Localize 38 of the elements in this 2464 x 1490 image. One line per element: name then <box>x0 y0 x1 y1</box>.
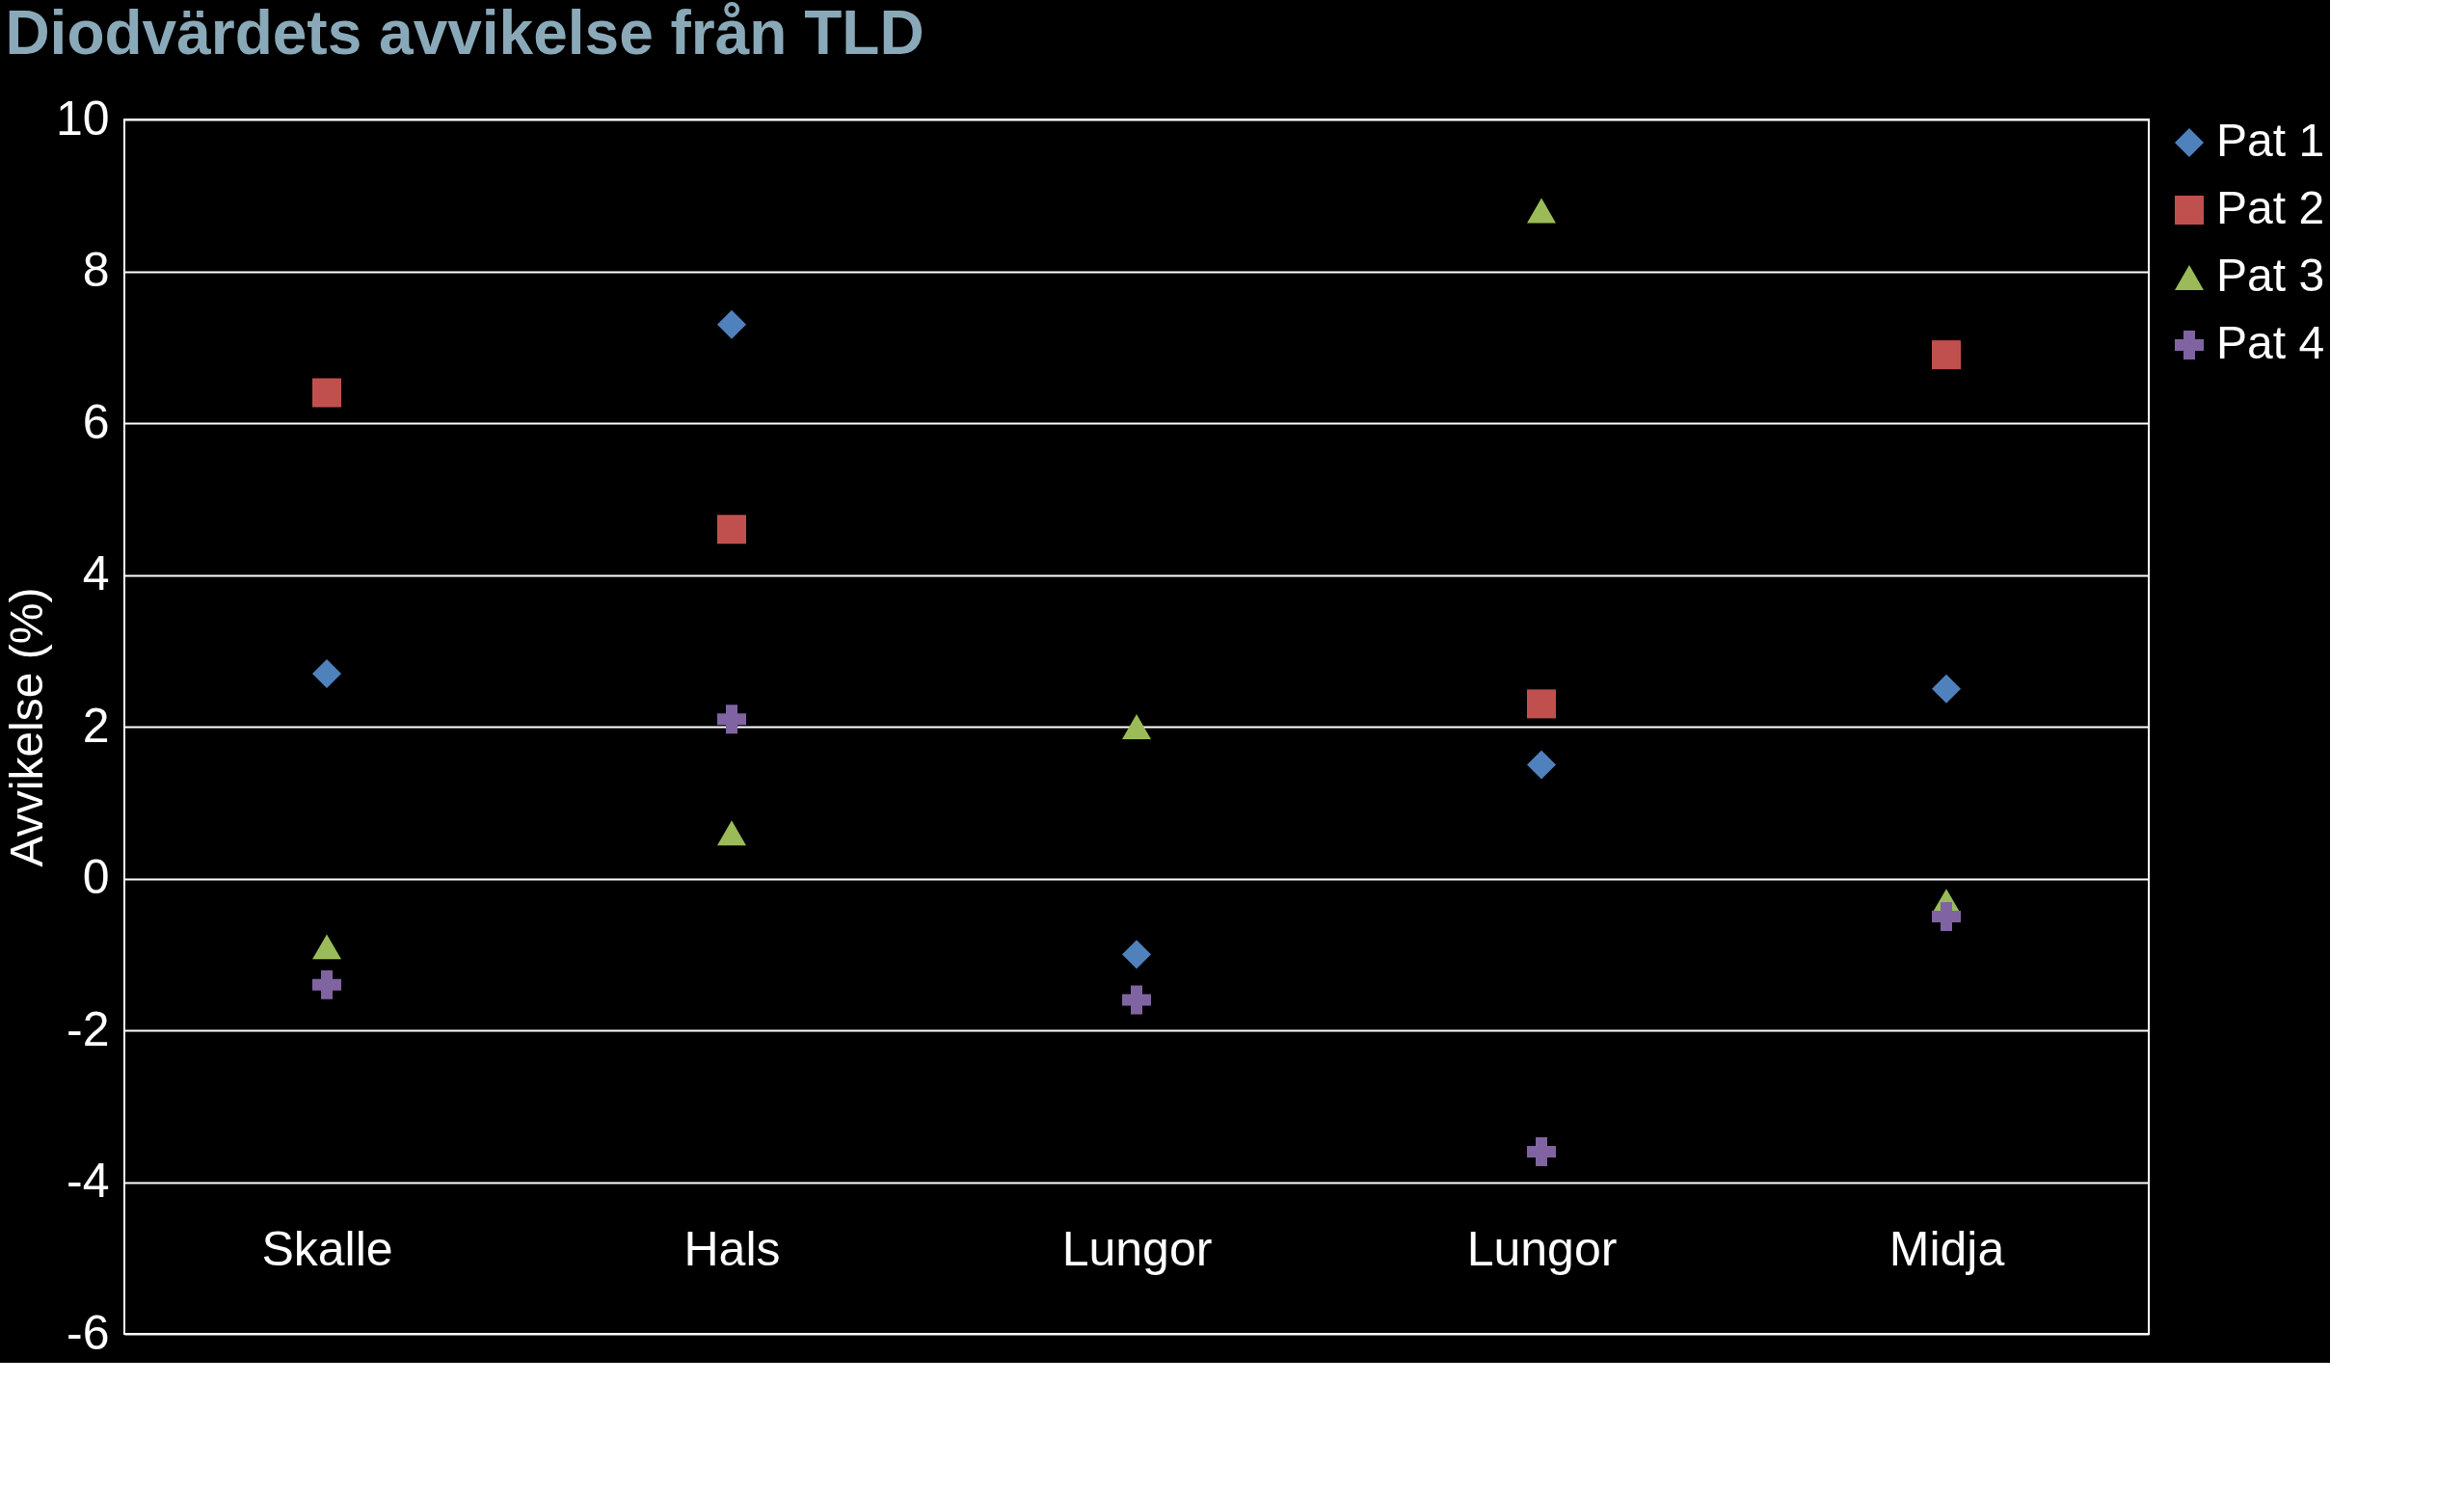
y-tick-label: 2 <box>82 698 110 753</box>
legend-label: Pat 3 <box>2216 250 2325 301</box>
y-tick-label: 0 <box>82 850 110 904</box>
chart-title: Diodvärdets avvikelse från TLD <box>5 0 924 67</box>
point <box>1122 985 1151 1015</box>
y-tick-label: 8 <box>82 243 110 297</box>
point <box>717 705 746 734</box>
point <box>312 970 341 999</box>
y-axis-title: Avvikelse (%) <box>0 587 52 867</box>
x-tick-label: Hals <box>683 1221 781 1276</box>
point <box>312 658 341 688</box>
point <box>1527 750 1556 780</box>
legend-label: Pat 2 <box>2216 182 2325 233</box>
y-tick-label: 4 <box>82 546 110 600</box>
x-tick-label: Midja <box>1888 1221 2005 1276</box>
point <box>717 515 746 545</box>
point <box>1122 940 1151 970</box>
y-tick-label: -4 <box>67 1154 110 1208</box>
legend-label: Pat 1 <box>2216 115 2325 166</box>
point <box>1932 674 1961 704</box>
y-tick-label: -6 <box>67 1305 110 1360</box>
point <box>717 309 746 339</box>
point <box>1122 714 1151 739</box>
point <box>312 378 341 408</box>
y-tick-label: 6 <box>82 394 110 449</box>
y-tick-label: -2 <box>67 1001 110 1056</box>
point <box>1527 1137 1556 1166</box>
point <box>1932 340 1961 370</box>
y-tick-label: 10 <box>55 91 110 146</box>
point <box>312 934 341 960</box>
point <box>717 820 746 846</box>
point <box>1527 198 1556 224</box>
x-tick-label: Skalle <box>261 1221 393 1276</box>
point <box>1527 689 1556 719</box>
x-tick-label: Lungor <box>1466 1221 1618 1276</box>
x-tick-label: Lungor <box>1061 1221 1213 1276</box>
point <box>1932 901 1961 931</box>
legend-label: Pat 4 <box>2216 317 2325 368</box>
